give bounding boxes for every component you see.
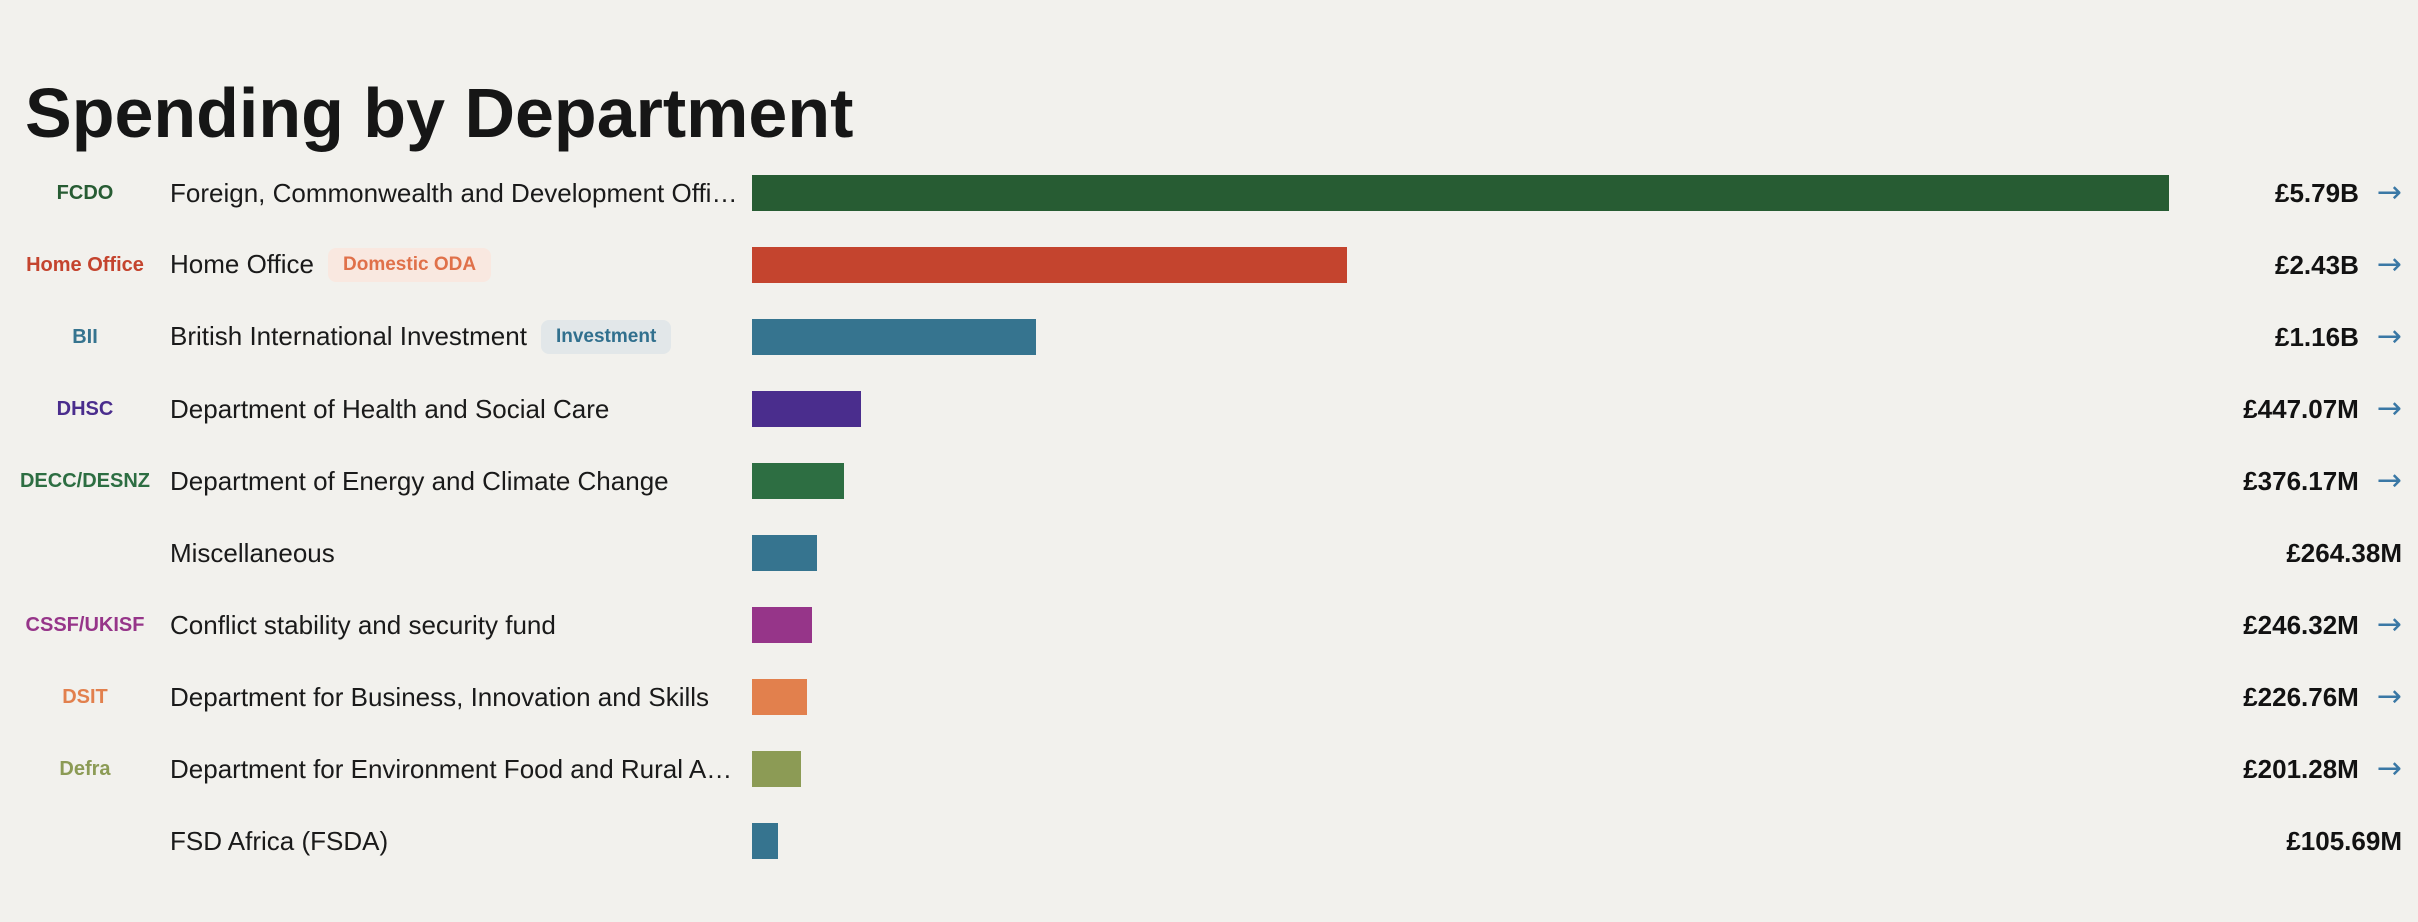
arrow-right-icon[interactable]: →: [2376, 751, 2402, 786]
bar-track: [752, 823, 2418, 859]
category-badge: Domestic ODA: [328, 247, 492, 283]
department-label: Department for Business, Innovation and …: [170, 681, 710, 712]
department-label-group: Conflict stability and security fund: [170, 610, 752, 641]
spending-value: £264.38M: [2286, 537, 2402, 568]
chart-row[interactable]: DHSC Department of Health and Social Car…: [0, 373, 2418, 445]
chart-row[interactable]: CSSF/UKISF Conflict stability and securi…: [0, 589, 2418, 661]
spending-bar: [752, 535, 817, 571]
spending-value: £226.76M: [2243, 681, 2359, 712]
department-label: British International Investment: [170, 321, 527, 352]
arrow-right-icon[interactable]: →: [2376, 679, 2402, 714]
category-badge: Investment: [540, 319, 672, 355]
chart-row[interactable]: DSIT Department for Business, Innovation…: [0, 661, 2418, 733]
chart-row[interactable]: FCDO Foreign, Commonwealth and Developme…: [0, 157, 2418, 229]
value-group: £2.43B →: [2275, 229, 2402, 301]
department-code: DSIT: [62, 685, 108, 708]
spending-value: £376.17M: [2243, 465, 2359, 496]
department-label: Home Office: [170, 249, 315, 280]
spending-value: £1.16B: [2275, 321, 2359, 352]
value-group: £5.79B →: [2275, 157, 2402, 229]
department-code: DECC/DESNZ: [19, 469, 150, 492]
department-label-group: Foreign, Commonwealth and Development Of…: [170, 178, 752, 209]
bar-track: [752, 175, 2418, 211]
department-label-group: Department of Health and Social Care: [170, 394, 752, 425]
spending-value: £2.43B: [2275, 249, 2359, 280]
department-code: CSSF/UKISF: [25, 613, 145, 636]
department-label-group: British International Investment Investm…: [170, 319, 752, 355]
department-code: DHSC: [56, 397, 114, 420]
bar-track: [752, 607, 2418, 643]
chart-row: Miscellaneous £264.38M: [0, 517, 2418, 589]
bar-track: [752, 679, 2418, 715]
department-label-group: FSD Africa (FSDA): [170, 826, 752, 857]
bar-track: [752, 319, 2418, 355]
value-group: £226.76M →: [2243, 661, 2402, 733]
spending-value: £201.28M: [2243, 753, 2359, 784]
spending-bar: [752, 463, 844, 499]
chart-row[interactable]: BII British International Investment Inv…: [0, 301, 2418, 373]
spending-bar: [752, 679, 807, 715]
spending-bar: [752, 391, 861, 427]
spending-value: £246.32M: [2243, 609, 2359, 640]
spending-bar: [752, 175, 2169, 211]
spending-bar: [752, 607, 812, 643]
chart-row[interactable]: Home Office Home Office Domestic ODA £2.…: [0, 229, 2418, 301]
spending-bar: [752, 319, 1036, 355]
spending-value: £105.69M: [2286, 825, 2402, 856]
value-group: £201.28M →: [2243, 733, 2402, 805]
arrow-right-icon[interactable]: →: [2376, 607, 2402, 642]
spending-bar: [752, 823, 778, 859]
arrow-right-icon[interactable]: →: [2376, 391, 2402, 426]
spending-bar: [752, 751, 801, 787]
value-group: £246.32M →: [2243, 589, 2402, 661]
department-label-group: Department of Energy and Climate Change: [170, 466, 752, 497]
bar-track: [752, 247, 2418, 283]
department-code: FCDO: [56, 181, 114, 204]
department-label-group: Department for Environment Food and Rura…: [170, 754, 752, 785]
arrow-right-icon[interactable]: →: [2376, 175, 2402, 210]
value-group: £376.17M →: [2243, 445, 2402, 517]
value-group: £264.38M: [2286, 517, 2402, 589]
chart-row[interactable]: Defra Department for Environment Food an…: [0, 733, 2418, 805]
value-group: £447.07M →: [2243, 373, 2402, 445]
spending-bar: [752, 247, 1347, 283]
department-code: Home Office: [26, 253, 144, 276]
chart-rows: FCDO Foreign, Commonwealth and Developme…: [0, 157, 2418, 877]
department-label: Department of Health and Social Care: [170, 393, 610, 424]
department-code: Defra: [59, 757, 111, 780]
department-label: Department for Environment Food and Rura…: [170, 753, 733, 784]
department-label: Miscellaneous: [170, 537, 335, 568]
arrow-right-icon[interactable]: →: [2376, 247, 2402, 282]
department-label: FSD Africa (FSDA): [170, 825, 389, 856]
arrow-right-icon[interactable]: →: [2376, 319, 2402, 354]
department-code: BII: [72, 325, 98, 348]
department-label-group: Miscellaneous: [170, 538, 752, 569]
value-group: £1.16B →: [2275, 301, 2402, 373]
arrow-right-icon[interactable]: →: [2376, 463, 2402, 498]
department-label-group: Department for Business, Innovation and …: [170, 682, 752, 713]
chart-row[interactable]: DECC/DESNZ Department of Energy and Clim…: [0, 445, 2418, 517]
department-label: Foreign, Commonwealth and Development Of…: [170, 177, 738, 208]
bar-track: [752, 391, 2418, 427]
value-group: £105.69M: [2286, 805, 2402, 877]
department-label: Department of Energy and Climate Change: [170, 465, 669, 496]
bar-track: [752, 535, 2418, 571]
spending-value: £447.07M: [2243, 393, 2359, 424]
department-label-group: Home Office Domestic ODA: [170, 247, 752, 283]
chart-row: FSD Africa (FSDA) £105.69M: [0, 805, 2418, 877]
bar-track: [752, 751, 2418, 787]
page-title: Spending by Department: [25, 73, 854, 152]
department-label: Conflict stability and security fund: [170, 609, 556, 640]
bar-track: [752, 463, 2418, 499]
spending-value: £5.79B: [2275, 177, 2359, 208]
